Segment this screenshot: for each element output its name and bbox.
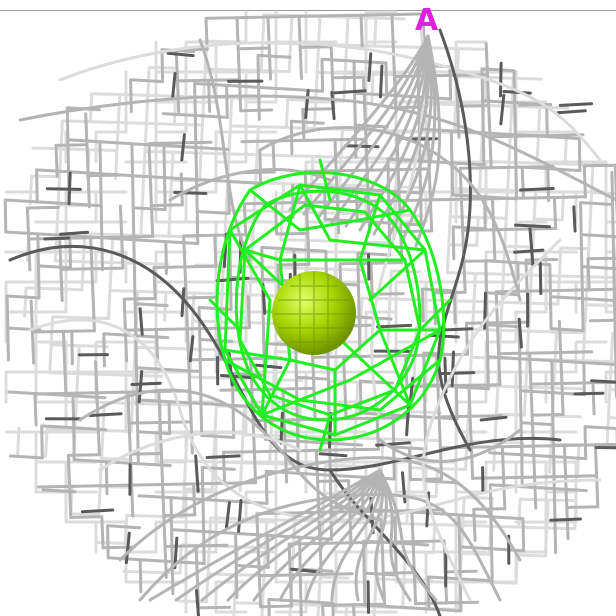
metal-ion-sphere-icon[interactable] <box>272 271 356 355</box>
chain-label: A <box>415 3 439 38</box>
electron-density-mesh-icon <box>208 158 452 452</box>
grey-mesh-contours <box>8 18 616 616</box>
viewer-top-border <box>0 10 616 11</box>
